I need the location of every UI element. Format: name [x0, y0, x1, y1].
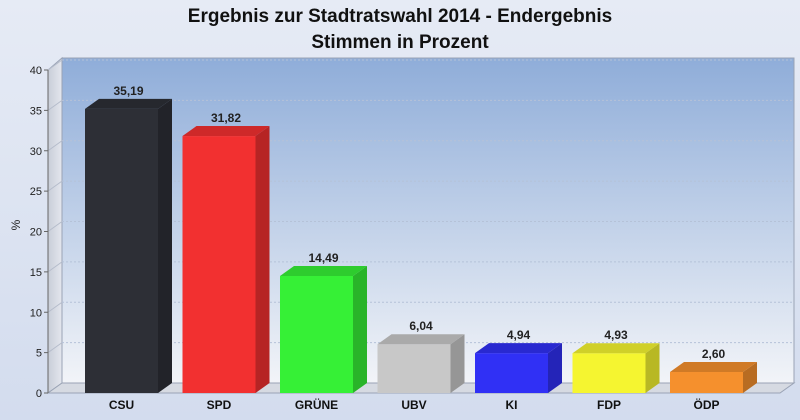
- grid-line-wall: [47, 180, 63, 192]
- x-tick-label: FDP: [597, 398, 621, 412]
- bar-spd: 31,82: [182, 111, 270, 393]
- bar-front: [572, 353, 646, 393]
- bar-top: [85, 98, 172, 109]
- bar-top: [572, 343, 660, 354]
- grid-line-wall: [47, 59, 63, 71]
- y-tick-label: 30: [30, 146, 42, 158]
- grid-line-wall: [47, 99, 63, 111]
- x-tick-label: KI: [506, 398, 518, 412]
- data-label: 14,49: [308, 251, 338, 265]
- bar-side: [255, 126, 270, 393]
- bar-side: [548, 343, 562, 393]
- y-tick-label: 20: [30, 227, 42, 239]
- data-label: 31,82: [211, 111, 241, 125]
- bar-grüne: 14,49: [280, 251, 367, 393]
- data-label: 35,19: [113, 84, 143, 98]
- x-tick-label: ÖDP: [693, 397, 719, 412]
- bar-top: [475, 343, 562, 354]
- grid-line-wall: [47, 342, 63, 354]
- data-label: 6,04: [409, 319, 433, 333]
- bars: 35,19 31,82 14,49 6,04 4,94 4,93 2,60: [85, 84, 757, 393]
- bar-top: [670, 362, 757, 373]
- bar-side: [158, 98, 172, 393]
- x-tick-label: UBV: [401, 398, 426, 412]
- y-tick-label: 40: [30, 65, 42, 77]
- x-tick-label: GRÜNE: [295, 397, 338, 412]
- bar-top: [280, 265, 367, 276]
- bar-front: [85, 108, 158, 393]
- data-label: 4,94: [507, 328, 531, 342]
- bar-csu: 35,19: [85, 84, 172, 393]
- x-axis: CSU SPD GRÜNE UBV KI FDP ÖDP: [109, 397, 720, 412]
- grid-line-wall: [47, 261, 63, 273]
- grid-line-wall: [47, 301, 63, 313]
- y-tick-label: 0: [36, 388, 42, 400]
- y-tick-label: 25: [30, 186, 42, 198]
- y-tick-label: 5: [36, 348, 42, 360]
- y-axis-label: %: [9, 219, 23, 230]
- bar-fdp: 4,93: [572, 328, 660, 393]
- chart-title: Ergebnis zur Stadtratswahl 2014 - Enderg…: [188, 6, 612, 27]
- bar-front: [280, 275, 353, 393]
- bar-side: [645, 343, 660, 393]
- bar-top: [182, 126, 270, 137]
- bar-front: [377, 344, 451, 393]
- plot-side-wall: [47, 56, 63, 394]
- bar-ki: 4,94: [475, 328, 562, 393]
- x-tick-label: CSU: [109, 398, 134, 412]
- y-tick-label: 35: [30, 105, 42, 117]
- data-label: 2,60: [702, 347, 726, 361]
- bar-front: [670, 372, 743, 393]
- bar-front: [182, 136, 256, 393]
- bar-ubv: 6,04: [377, 319, 465, 393]
- bar-side: [353, 265, 367, 393]
- y-axis: 0 5 10 15 20 25 30 35 40: [30, 65, 49, 400]
- chart-subtitle: Stimmen in Prozent: [311, 32, 489, 53]
- y-tick-label: 10: [30, 307, 42, 319]
- data-label: 4,93: [604, 328, 628, 342]
- x-tick-label: SPD: [207, 398, 232, 412]
- bar-top: [377, 334, 465, 345]
- bar-side: [743, 362, 757, 393]
- bar-front: [475, 353, 548, 393]
- grid-line-wall: [47, 221, 63, 232]
- grid-line-wall: [47, 140, 63, 152]
- bar-side: [450, 334, 465, 393]
- y-tick-label: 15: [30, 267, 42, 279]
- bar-ödp: 2,60: [670, 347, 757, 393]
